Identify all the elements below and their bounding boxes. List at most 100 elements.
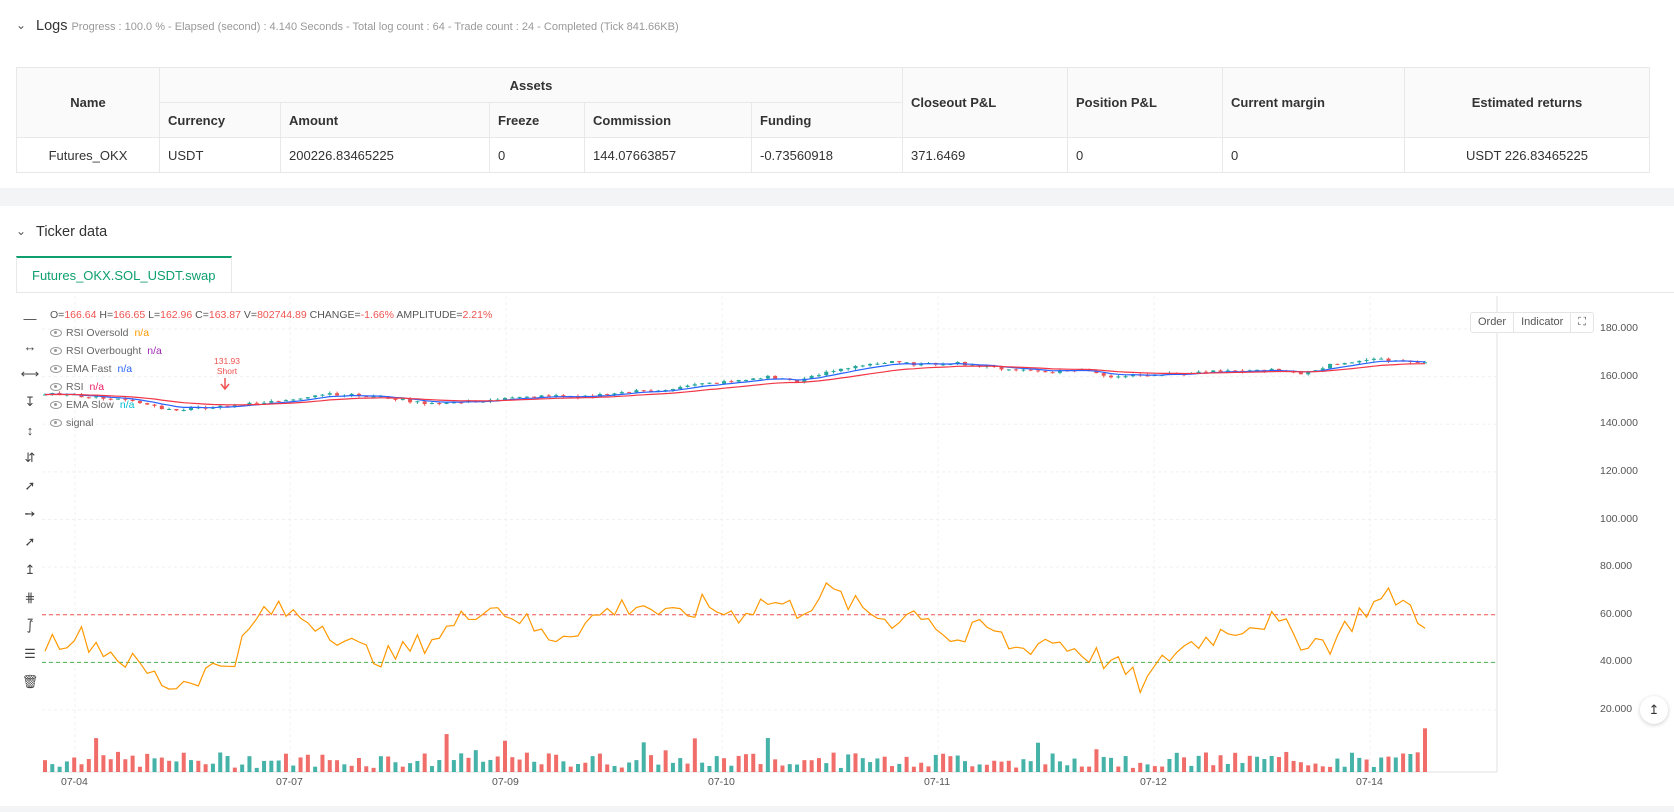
- segment-icon[interactable]: ➚: [24, 534, 36, 549]
- col-amount: Amount: [280, 102, 490, 138]
- horizontal-line-icon[interactable]: ↔: [23, 338, 37, 354]
- trash-icon[interactable]: 🗑: [21, 674, 39, 689]
- volume-bar: [408, 763, 413, 772]
- fib-channel-icon[interactable]: ⨛: [26, 618, 34, 633]
- volume-bar: [517, 759, 522, 772]
- vertical-line-icon[interactable]: ⇵: [24, 450, 36, 465]
- ohlc-readout: O=166.64 H=166.65 L=162.96 C=163.87 V=80…: [50, 309, 493, 321]
- volume-bar: [459, 753, 464, 772]
- volume-bar: [101, 755, 106, 772]
- col-funding: Funding: [751, 102, 903, 138]
- volume-bar: [145, 753, 150, 772]
- volume-bar: [831, 752, 836, 772]
- volume-bar: [1072, 758, 1077, 772]
- candle: [174, 408, 179, 411]
- drawing-toolbar: — ↔ ⟷ ↧ ↕ ⇵ ➚ ➙ ➚ ↥ ⋕ ⨛ ☰ 🗑: [18, 304, 42, 696]
- chevron-down-icon[interactable]: ⌄: [16, 224, 27, 238]
- extended-line-icon[interactable]: ⟷: [20, 366, 40, 381]
- eye-icon[interactable]: [50, 401, 62, 409]
- volume-bar: [1240, 762, 1245, 772]
- legend-item[interactable]: RSI n/a: [50, 378, 492, 396]
- x-tick-label: 07-14: [1356, 776, 1383, 788]
- volume-bar: [1087, 766, 1092, 772]
- candle: [130, 399, 135, 401]
- volume-bar: [152, 758, 157, 772]
- candle: [1225, 370, 1230, 372]
- candle: [86, 397, 91, 399]
- volume-bar: [773, 759, 778, 772]
- col-returns: Estimated returns: [1404, 67, 1650, 138]
- volume-bar: [984, 764, 989, 772]
- cell-commission: 144.07663857: [584, 137, 752, 173]
- vertical-segment-icon[interactable]: ↕: [26, 422, 34, 438]
- indicator-button[interactable]: Indicator: [1514, 313, 1572, 332]
- candle: [634, 390, 639, 393]
- x-tick-label: 07-07: [276, 776, 303, 788]
- candle: [1203, 371, 1208, 373]
- volume-bar: [1423, 728, 1427, 772]
- volume-bar: [510, 757, 515, 772]
- volume-bar: [868, 762, 873, 772]
- logs-header[interactable]: ⌄ Logs Progress : 100.0 % - Elapsed (sec…: [16, 18, 679, 34]
- cell-currency: USDT: [159, 137, 281, 173]
- back-to-top-button[interactable]: ↥: [1640, 696, 1668, 724]
- volume-bar: [605, 764, 610, 772]
- price-label-icon[interactable]: ↥: [24, 562, 36, 577]
- volume-bar: [503, 740, 507, 772]
- cell-name: Futures_OKX: [16, 137, 160, 173]
- candle: [1276, 368, 1281, 371]
- candle: [853, 366, 858, 369]
- candle: [641, 390, 646, 392]
- volume-bar: [1401, 753, 1406, 772]
- ticker-header[interactable]: ⌄ Ticker data: [16, 224, 107, 240]
- ray-icon[interactable]: ➙: [24, 506, 36, 521]
- signal-annotation: 131.93 Short: [212, 356, 242, 376]
- candle: [868, 364, 873, 366]
- eye-icon[interactable]: [50, 347, 62, 355]
- vertical-ray-icon[interactable]: ↧: [24, 394, 36, 409]
- volume-bar: [904, 756, 909, 772]
- legend-value: n/a: [89, 381, 105, 393]
- volume-bar: [386, 756, 391, 772]
- eye-icon[interactable]: [50, 329, 62, 337]
- legend-item[interactable]: RSI Oversold n/a: [50, 324, 492, 342]
- volume-bar: [86, 759, 91, 772]
- legend-item[interactable]: EMA Slow n/a: [50, 396, 492, 414]
- candle: [1233, 370, 1238, 372]
- candle: [503, 397, 507, 400]
- legend-item[interactable]: RSI Overbought n/a: [50, 342, 492, 360]
- eye-icon[interactable]: [50, 383, 62, 391]
- candle: [809, 375, 814, 379]
- candle: [247, 402, 252, 405]
- volume-bar: [1284, 751, 1289, 772]
- candle: [1123, 376, 1128, 378]
- volume-bar: [1371, 766, 1376, 772]
- order-button[interactable]: Order: [1471, 313, 1515, 332]
- parallel-channel-icon[interactable]: ⋕: [24, 590, 36, 605]
- candle: [649, 390, 654, 392]
- candle: [838, 368, 843, 372]
- chevron-down-icon[interactable]: ⌄: [16, 18, 27, 32]
- eye-icon[interactable]: [50, 419, 62, 427]
- legend-item[interactable]: signal: [50, 414, 492, 432]
- candle: [875, 363, 880, 365]
- volume-bar: [232, 767, 237, 772]
- fib-retracement-icon[interactable]: ☰: [24, 646, 36, 661]
- fullscreen-icon[interactable]: ⛶: [1578, 316, 1586, 328]
- candle: [532, 396, 537, 398]
- eye-icon[interactable]: [50, 365, 62, 373]
- volume-bar: [853, 753, 858, 772]
- volume-bar: [137, 766, 142, 772]
- price-chart[interactable]: [0, 296, 1674, 806]
- candle: [1255, 369, 1260, 371]
- trend-line-icon[interactable]: ➚: [24, 478, 36, 493]
- tab-sol-usdt-swap[interactable]: Futures_OKX.SOL_USDT.swap: [16, 256, 232, 292]
- volume-bar: [1291, 760, 1296, 772]
- col-closeout: Closeout P&L: [902, 67, 1068, 138]
- candle: [262, 402, 267, 404]
- legend-item[interactable]: EMA Fast n/a: [50, 360, 492, 378]
- volume-bar: [335, 760, 340, 772]
- chart-area[interactable]: — ↔ ⟷ ↧ ↕ ⇵ ➚ ➙ ➚ ↥ ⋕ ⨛ ☰ 🗑 O=166.64 H=1…: [0, 296, 1674, 806]
- volume-bar: [787, 764, 792, 772]
- horizontal-ray-icon[interactable]: —: [23, 310, 37, 326]
